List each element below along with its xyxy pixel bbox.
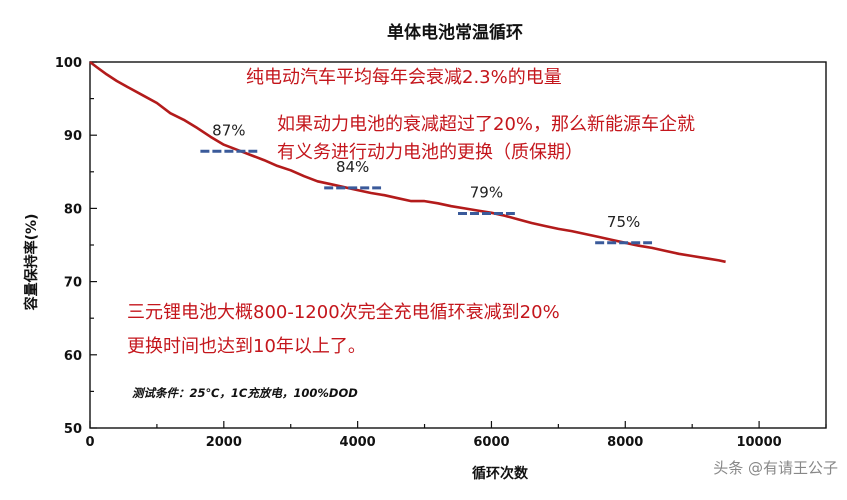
y-axis-label: 容量保持率(%) (23, 214, 40, 312)
chart-title: 单体电池常温循环 (387, 22, 523, 43)
test-conditions: 测试条件：25℃，1C充放电，100%DOD (132, 386, 358, 400)
x-axis-ticks: 0 2000 4000 6000 8000 10000 (85, 421, 827, 450)
reference-markers: 87% 84% 79% 75% (200, 121, 653, 245)
y-tick-label: 90 (64, 129, 82, 144)
annotation-ternary-line1: 三元锂电池大概800-1200次完全充电循环衰减到20% (127, 302, 560, 323)
reference-marker-label: 87% (212, 121, 245, 139)
reference-marker-label: 75% (607, 213, 640, 231)
x-tick-label: 6000 (473, 435, 509, 450)
x-tick-label: 4000 (340, 435, 376, 450)
y-tick-label: 100 (55, 56, 82, 71)
watermark: 头条 @有请王公子 (713, 459, 838, 477)
x-tick-label: 10000 (736, 435, 781, 450)
y-tick-label: 60 (64, 349, 82, 364)
y-tick-label: 50 (64, 422, 82, 437)
x-tick-label: 0 (85, 435, 94, 450)
y-axis-ticks: 50 60 70 80 90 100 (55, 56, 97, 437)
x-tick-label: 8000 (607, 435, 643, 450)
annotation-warranty-line1: 如果动力电池的衰减超过了20%，那么新能源车企就 (277, 114, 695, 135)
reference-marker-label: 79% (470, 184, 503, 202)
annotation-warranty-line2: 有义务进行动力电池的更换（质保期） (277, 142, 583, 163)
y-tick-label: 80 (64, 202, 82, 217)
y-tick-label: 70 (64, 276, 82, 291)
reference-marker-label: 84% (336, 158, 369, 176)
annotation-ternary-line2: 更换时间也达到10年以上了。 (127, 336, 366, 357)
x-tick-label: 2000 (206, 435, 242, 450)
annotation-yearly-decay: 纯电动汽车平均每年会衰减2.3%的电量 (246, 67, 562, 88)
x-axis-label: 循环次数 (472, 465, 529, 482)
